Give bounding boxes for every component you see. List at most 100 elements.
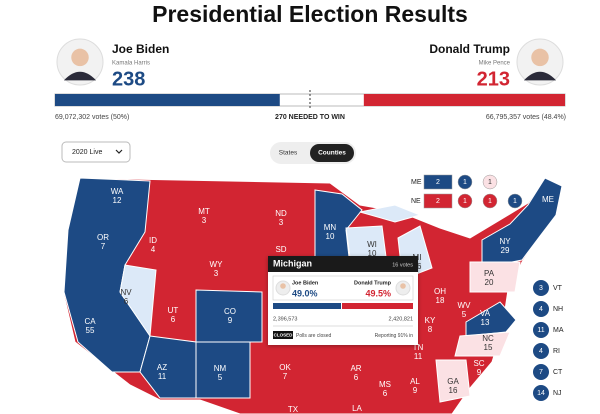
small-state-circle[interactable]	[533, 364, 549, 380]
state-abbr[interactable]: ID	[149, 236, 157, 245]
tooltip-candidate-name: Joe Biden	[292, 280, 319, 286]
tooltip-bar-biden	[273, 303, 341, 309]
state-abbr[interactable]: NV	[120, 288, 132, 297]
state-votes[interactable]: 13	[481, 318, 490, 327]
state-abbr[interactable]: OR	[97, 233, 109, 242]
state-abbr[interactable]: WV	[458, 301, 472, 310]
state-abbr[interactable]: UT	[168, 306, 179, 315]
state-votes[interactable]: 3	[214, 269, 219, 278]
state-votes[interactable]: 12	[113, 196, 122, 205]
state-abbr[interactable]: MT	[198, 207, 210, 216]
small-state-votes: 4	[539, 306, 543, 313]
state-abbr[interactable]: GA	[447, 377, 459, 386]
state-abbr[interactable]: ND	[275, 209, 287, 218]
tooltip-candidate-votes: 2,396,573	[273, 316, 297, 322]
state-abbr[interactable]: SC	[473, 359, 484, 368]
state-votes[interactable]: 29	[501, 246, 510, 255]
split-box	[423, 193, 453, 209]
state-votes[interactable]: 7	[101, 242, 106, 251]
toggle-option[interactable]: Counties	[318, 150, 346, 157]
small-state-abbr: VT	[553, 285, 563, 292]
state-abbr[interactable]: TN	[413, 343, 424, 352]
small-state-votes: 4	[539, 348, 543, 355]
state-votes[interactable]: 4	[151, 245, 156, 254]
state-votes[interactable]: 8	[428, 325, 433, 334]
tooltip-candidates-box	[272, 275, 414, 301]
small-state-circle[interactable]	[533, 280, 549, 296]
state-votes[interactable]: 9	[413, 386, 418, 395]
state-votes[interactable]: 5	[462, 310, 467, 319]
state-shape	[435, 359, 471, 403]
state-abbr[interactable]: CA	[84, 317, 96, 326]
state-abbr[interactable]: OK	[279, 363, 291, 372]
toggle-option[interactable]: States	[279, 150, 298, 157]
state-abbr[interactable]: VA	[480, 309, 491, 318]
state-votes[interactable]: 15	[484, 343, 493, 352]
state-abbr[interactable]: PA	[484, 269, 495, 278]
tooltip-candidate-votes: 2,420,821	[389, 316, 413, 322]
state-votes[interactable]: 3	[279, 218, 284, 227]
state-abbr[interactable]: MS	[379, 380, 391, 389]
state-votes[interactable]: 11	[414, 352, 423, 361]
state-votes[interactable]: 9	[477, 368, 482, 377]
tooltip-state: Michigan	[273, 258, 312, 268]
tooltip-pct: 49.5%	[365, 288, 391, 298]
state-votes[interactable]: 18	[436, 296, 445, 305]
state-shape	[195, 341, 251, 399]
status-text: Polls are closed	[296, 333, 332, 339]
state-shape	[195, 289, 263, 343]
dropdown-chevron	[115, 149, 123, 154]
state-votes[interactable]: 10	[368, 249, 377, 258]
state-votes[interactable]: 6	[124, 297, 129, 306]
state-votes[interactable]: 6	[354, 373, 359, 382]
state-votes[interactable]: 16	[449, 386, 458, 395]
split-state-abbr: ME	[411, 179, 422, 186]
small-state-abbr: CT	[553, 369, 563, 376]
electoral-bar-biden	[55, 94, 280, 106]
status-label: CLOSED	[274, 333, 294, 338]
state-votes[interactable]: 55	[86, 326, 95, 335]
state-abbr[interactable]: KY	[425, 316, 436, 325]
year-dropdown[interactable]	[61, 141, 131, 163]
state-abbr[interactable]: MN	[324, 223, 337, 232]
state-abbr[interactable]: NM	[214, 364, 227, 373]
state-abbr[interactable]: SD	[275, 245, 286, 254]
state-abbr[interactable]: ME	[542, 195, 554, 204]
split-votes: 1	[488, 198, 492, 205]
year-dropdown-label[interactable]: 2020 Live	[72, 149, 102, 156]
state-votes[interactable]: 7	[283, 372, 288, 381]
split-circle	[457, 193, 473, 209]
state-votes[interactable]: 9	[228, 316, 233, 325]
state-votes[interactable]: 20	[485, 278, 494, 287]
state-abbr[interactable]: LA	[352, 404, 362, 413]
small-state-circle[interactable]	[533, 343, 549, 359]
running-mate: Mike Pence	[479, 61, 511, 67]
state-abbr[interactable]: NC	[482, 334, 494, 343]
state-votes[interactable]: 11	[158, 372, 167, 381]
small-state-circle[interactable]	[533, 322, 549, 338]
state-abbr[interactable]: AR	[350, 364, 361, 373]
state-abbr[interactable]: WA	[111, 187, 124, 196]
state-abbr[interactable]: OH	[434, 287, 446, 296]
state-votes[interactable]: 5	[218, 373, 223, 382]
state-abbr[interactable]: TX	[288, 405, 299, 414]
small-state-circle[interactable]	[533, 385, 549, 401]
photo-head	[71, 48, 89, 67]
state-votes[interactable]: 3	[202, 216, 207, 225]
state-votes[interactable]: 6	[383, 389, 388, 398]
small-state-circle[interactable]	[533, 301, 549, 317]
state-votes[interactable]: 6	[171, 315, 176, 324]
state-votes[interactable]: 10	[326, 232, 335, 241]
small-state-abbr: RI	[553, 348, 560, 355]
state-abbr[interactable]: WI	[367, 240, 377, 249]
tooltip-candidate-name: Donald Trump	[354, 280, 392, 286]
state-abbr[interactable]: WY	[210, 260, 224, 269]
photo-body	[63, 71, 97, 81]
small-state-votes: 14	[537, 390, 545, 397]
state-abbr[interactable]: CO	[224, 307, 236, 316]
state-abbr[interactable]: NY	[499, 237, 511, 246]
state-abbr[interactable]: AL	[410, 377, 420, 386]
page-title: Presidential Election Results	[152, 1, 468, 27]
state-abbr[interactable]: AZ	[157, 363, 167, 372]
electoral-votes: 213	[477, 68, 510, 90]
